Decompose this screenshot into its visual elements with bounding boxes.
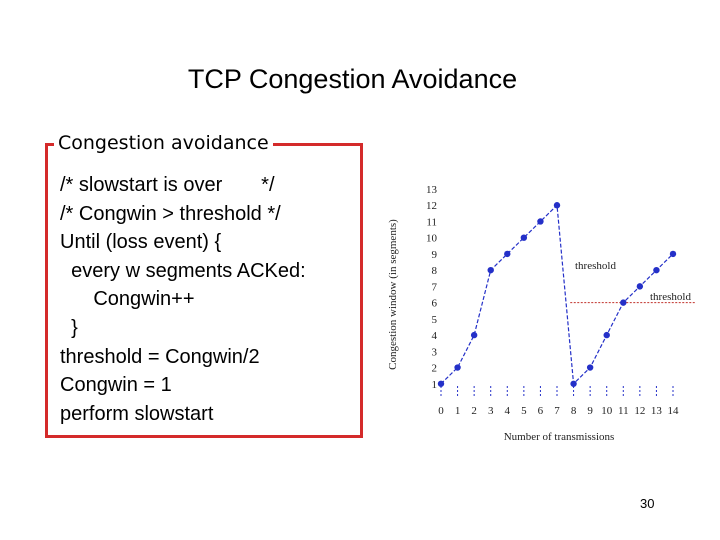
data-point	[437, 380, 445, 387]
y-tick-label: 11	[426, 216, 437, 228]
y-tick-label: 9	[432, 249, 438, 261]
data-point	[520, 234, 528, 241]
data-point	[636, 283, 644, 290]
slide-title: TCP Congestion Avoidance	[187, 64, 518, 94]
x-tick-label: 14	[668, 405, 680, 417]
data-point	[537, 218, 544, 225]
y-tick-label: 12	[426, 200, 437, 212]
data-point	[586, 364, 594, 371]
y-tick-label: 2	[432, 363, 438, 375]
x-tick-label: 13	[651, 405, 663, 417]
y-tick-label: 10	[426, 233, 438, 245]
y-tick-label: 8	[432, 265, 438, 277]
x-tick-label: 5	[521, 405, 527, 417]
data-point	[620, 299, 627, 306]
x-tick-label: 4	[505, 405, 511, 417]
code-line: Congwin++	[60, 288, 195, 311]
x-tick-label: 11	[618, 405, 629, 417]
y-tick-label: 4	[432, 330, 438, 342]
data-point	[653, 266, 660, 274]
code-line: Congwin = 1	[60, 374, 172, 397]
x-tick-label: 8	[571, 405, 577, 417]
x-axis-label: Number of transmissions	[504, 431, 615, 443]
data-point	[603, 331, 610, 339]
x-tick-label: 6	[538, 405, 544, 417]
x-tick-label: 9	[587, 405, 593, 417]
box-label: Congestion avoidance	[54, 132, 273, 154]
data-point	[504, 250, 511, 258]
code-line: }	[60, 317, 78, 339]
data-point	[487, 266, 494, 274]
x-tick-label: 10	[601, 405, 613, 417]
data-point	[470, 331, 478, 339]
y-tick-label: 7	[432, 281, 438, 293]
data-point	[553, 202, 561, 209]
annotation: threshold	[575, 260, 616, 272]
code-line: /* slowstart is over */	[60, 174, 275, 196]
code-line: /* Congwin > threshold */	[60, 202, 281, 225]
data-point	[454, 364, 461, 371]
code-line: Until (loss event) {	[60, 231, 222, 254]
code-line: perform slowstart	[60, 402, 214, 425]
annotation: threshold	[650, 291, 691, 303]
y-tick-label: 1	[432, 379, 438, 391]
code-line: every w segments ACKed:	[60, 259, 306, 282]
x-tick-label: 0	[438, 405, 444, 417]
data-point	[570, 380, 577, 387]
x-tick-label: 12	[634, 405, 645, 417]
y-tick-label: 6	[432, 298, 438, 310]
x-tick-label: 2	[471, 405, 477, 417]
x-tick-label: 7	[554, 405, 560, 417]
x-tick-label: 1	[455, 405, 461, 417]
code-line: threshold = Congwin/2	[60, 345, 260, 368]
page-number: 30	[640, 496, 655, 511]
series-line	[440, 203, 674, 386]
y-tick-label: 3	[432, 346, 438, 358]
y-tick-label: 5	[432, 314, 438, 326]
x-tick-label: 3	[488, 405, 494, 417]
y-tick-label: 13	[426, 184, 438, 196]
y-axis-label: Congestion window (in segments)	[387, 219, 399, 370]
data-point	[669, 250, 677, 258]
